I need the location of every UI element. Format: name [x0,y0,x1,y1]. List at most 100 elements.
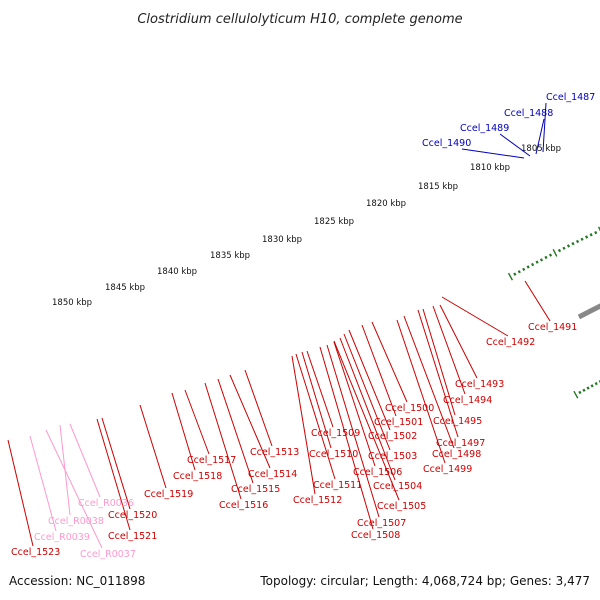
leader-line [171,392,196,471]
leader-line [499,133,531,157]
gene-label: Ccel_R0039 [34,532,90,543]
outer-tick [594,230,598,235]
kbp-label: 1805 kbp [521,144,561,154]
leader-line [229,374,271,469]
leader-line [139,404,167,489]
outer-tick [562,246,566,250]
leader-line [441,296,509,337]
leader-line [217,378,254,484]
gene-label: Ccel_1506 [353,467,402,478]
gene-label: Ccel_R0038 [48,516,104,527]
gene-label: Ccel_1505 [377,501,426,512]
leader-line [422,308,456,416]
gene-label: Ccel_1517 [187,455,236,466]
leader-line [244,369,273,447]
map-title: Clostridium cellulolyticum H10, complete… [137,12,462,27]
outer-tick [576,239,580,244]
gene-label: Ccel_1495 [433,416,482,427]
leader-line [96,418,131,531]
outer-tick [522,267,526,272]
gene-label: Ccel_1502 [368,431,417,442]
label-leaders [7,102,551,549]
kbp-label: 1840 kbp [157,267,197,277]
outer-tick [539,258,544,262]
leader-line [396,319,446,464]
outer-tick [507,272,514,281]
gene-label: Ccel_1510 [309,449,358,460]
outer-tick [526,265,530,269]
kbp-label: 1810 kbp [470,163,510,173]
gene-label: Ccel_1499 [423,464,472,475]
leader-line [371,321,408,403]
gene-label: Ccel_1520 [108,510,157,521]
outer-tick [517,270,521,274]
leader-line [306,350,334,428]
gene-label: Ccel_1519 [144,489,193,500]
gene-label: Ccel_1490 [422,138,471,149]
leader-line [29,435,57,532]
outer-tick [580,237,584,241]
outer-tick [548,253,553,257]
kbp-label: 1835 kbp [210,251,250,261]
gene-label: Ccel_1488 [504,108,553,119]
leader-line [301,351,332,449]
gene-label: Ccel_R0037 [80,549,136,560]
kbp-label: 1850 kbp [52,298,92,308]
gene-label: Ccel_1492 [486,337,535,348]
leader-line [333,341,376,467]
gene-label: Ccel_1497 [436,438,485,449]
gene-label: Ccel_1501 [374,417,423,428]
outer-tick [531,262,535,267]
outer-tick [571,242,575,246]
outer-tick [585,235,589,239]
leader-line [542,102,547,153]
leader-line [319,346,374,530]
genome-backbone [577,303,600,320]
gene-label: Ccel_1514 [248,469,297,480]
gene-label: Ccel_1507 [357,518,406,529]
gene-label: Ccel_1508 [351,530,400,541]
gene-label: Ccel_1487 [546,92,595,103]
gene-label: Ccel_1512 [293,495,342,506]
leader-line [291,355,316,495]
gene-label: Ccel_1489 [460,123,509,134]
leader-line [295,353,336,480]
gene-label: Ccel_1503 [368,451,417,462]
outer-tick-ring [507,226,600,281]
leader-line [403,315,455,449]
gene-label: Ccel_1500 [385,403,434,414]
leader-line [7,439,34,547]
kbp-label: 1830 kbp [262,235,302,245]
leader-line [461,148,525,159]
inner-tick [586,386,590,390]
gene-label: Ccel_1513 [250,447,299,458]
gene-label: Ccel_1521 [108,531,157,542]
outer-tick [557,248,562,253]
inner-tick [578,390,582,395]
leader-line [361,324,397,417]
leader-line [333,340,400,501]
leader-line [339,337,396,481]
leader-line [101,417,131,510]
leader-line [45,429,103,549]
leader-line [348,329,391,431]
inner-tick [594,381,598,386]
outer-tick [597,226,600,232]
gene-label: Ccel_1491 [528,322,577,333]
leader-line [432,305,466,395]
kbp-label: 1815 kbp [418,182,458,192]
topology-text: Topology: circular; Length: 4,068,724 bp… [260,574,590,588]
outer-tick [589,233,593,237]
leader-line [417,309,459,438]
gene-label: Ccel_R0036 [78,498,134,509]
gene-label: Ccel_1511 [313,480,362,491]
inner-tick [582,388,586,392]
kbp-scale-labels: 1850 kbp 1845 kbp 1840 kbp 1835 kbp 1830 kbp… [52,144,561,308]
gene-label: Ccel_1498 [432,449,481,460]
leader-line [535,118,545,155]
gene-labels: Ccel_1487 Ccel_1488 Ccel_1489 Ccel_1490 Ccel… [11,92,595,560]
leader-line [204,382,242,500]
leader-line [184,389,210,455]
gene-label: Ccel_1515 [231,484,280,495]
